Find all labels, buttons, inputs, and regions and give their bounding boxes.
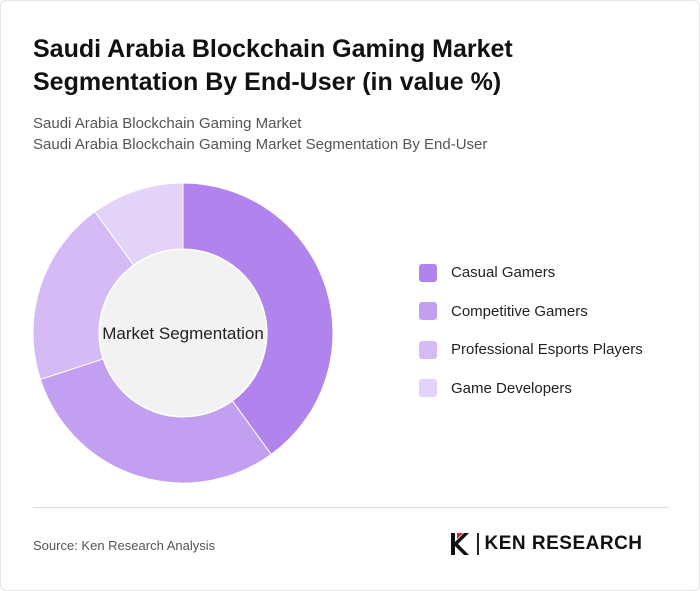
- donut-chart: Market Segmentation: [32, 182, 334, 484]
- legend-item: Casual Gamers: [419, 263, 689, 282]
- chart-subtitle-market: Saudi Arabia Blockchain Gaming Market: [33, 115, 302, 132]
- donut-slice-competitive-gamers: [39, 358, 272, 484]
- donut-slice-game-developers: [94, 182, 184, 266]
- donut-center: [100, 250, 266, 416]
- ken-research-logo-icon: [451, 533, 469, 555]
- legend-swatch: [419, 263, 437, 282]
- logo-wordmark: KEN RESEARCH: [484, 533, 643, 554]
- ken-research-logo: KEN RESEARCH: [449, 531, 643, 557]
- logo-separator: [477, 533, 479, 555]
- legend-swatch: [419, 379, 437, 397]
- donut-slice-casual-gamers: [182, 182, 334, 456]
- legend-label: Competitive Gamers: [451, 302, 588, 320]
- legend-label: Casual Gamers: [451, 264, 556, 281]
- legend-swatch: [419, 340, 437, 359]
- chart-title: Saudi Arabia Blockchain Gaming Market Se…: [33, 35, 513, 96]
- donut-center-label: Market Segmentation: [102, 324, 264, 343]
- footer-divider: [33, 507, 669, 508]
- legend-label: Professional Esports Players: [451, 341, 643, 358]
- chart-legend: Casual Gamers Competitive Gamers Professio…: [419, 263, 689, 417]
- legend-item: Professional Esports Players: [419, 340, 689, 359]
- legend-item: Competitive Gamers: [419, 302, 689, 321]
- legend-item: Game Developers: [419, 379, 689, 398]
- source-note: Source: Ken Research Analysis: [33, 538, 216, 553]
- chart-subtitle-segmentation: Saudi Arabia Blockchain Gaming Market Se…: [33, 136, 488, 153]
- donut-slice-professional-esports-players: [32, 210, 135, 380]
- legend-label: Game Developers: [451, 379, 572, 397]
- legend-swatch: [419, 302, 437, 320]
